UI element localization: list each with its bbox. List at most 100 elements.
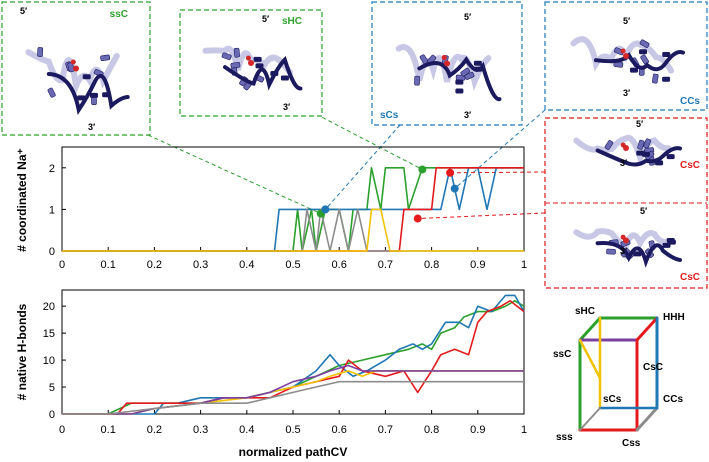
- rna-base-dark: [629, 67, 638, 73]
- three-prime-label: 3′: [620, 158, 627, 168]
- y-tick-label: 0: [49, 246, 55, 258]
- y-tick-label: 1: [49, 204, 55, 216]
- cube-label: sHC: [575, 306, 595, 317]
- x-tick-label: 0.3: [193, 424, 208, 436]
- five-prime-label: 5′: [636, 119, 643, 129]
- cube-edge-red: [635, 316, 659, 342]
- cube-label: sCs: [603, 394, 622, 405]
- y-tick-label: 2: [49, 163, 55, 175]
- rna-base: [67, 62, 75, 73]
- series-line-red: [62, 167, 524, 252]
- na-series: [62, 167, 524, 252]
- na-ion: [623, 53, 629, 59]
- x-tick-label: 0.9: [470, 259, 485, 271]
- x-tick-label: 0: [59, 259, 65, 271]
- three-prime-label: 3′: [464, 110, 471, 120]
- rna-base-dark: [473, 60, 482, 66]
- state-marker-green: [418, 165, 427, 174]
- rna-base-dark: [253, 56, 262, 62]
- connector-blue: [454, 109, 546, 189]
- x-tick-label: 1: [521, 424, 527, 436]
- rna-base-dark: [666, 154, 675, 160]
- rna-base-dark: [82, 74, 91, 80]
- rna-base: [464, 71, 475, 80]
- rna-strand-dark: [594, 50, 685, 72]
- connector-red: [450, 171, 546, 174]
- series-line-blue: [62, 294, 525, 415]
- three-prime-label: 3′: [88, 122, 95, 132]
- x-tick-label: 0.8: [424, 424, 439, 436]
- x-tick-label: 0.1: [101, 424, 116, 436]
- y-tick-label: 20: [43, 301, 55, 313]
- rna-base-dark: [455, 79, 464, 85]
- na-ion: [245, 55, 251, 61]
- y-tick-label: 0: [49, 409, 55, 421]
- rna-base-dark: [280, 75, 289, 81]
- rna-base-dark: [667, 239, 676, 245]
- panel-CCs: CCs 5′ 3′: [544, 1, 708, 111]
- panel-label: CsC: [680, 160, 700, 171]
- y-tick-label: 5: [49, 382, 55, 394]
- three-prime-label: 3′: [620, 246, 627, 256]
- rna-base-dark: [77, 95, 86, 101]
- na-ion: [444, 60, 450, 67]
- panel-label: ssC: [110, 9, 128, 20]
- x-tick-label: 0.5: [285, 424, 300, 436]
- series-line-blue: [62, 167, 524, 252]
- cube-label: sss: [556, 432, 573, 443]
- rna-base: [37, 47, 44, 57]
- cube-edge-gray: [635, 406, 659, 432]
- na-coordination-chart: 0 0.1 0.2 0.3 0.4 0.5 0.6 0.7 0.8 0.9 1 0 1 2 # coord…: [15, 146, 527, 271]
- na-ion: [70, 59, 76, 65]
- rna-base: [230, 62, 241, 69]
- panel-CsC: CsC 5′ 3′ 5′ 3′ CsC: [544, 117, 708, 289]
- five-prime-label: 5′: [20, 6, 27, 16]
- structure-panels: ssC5′3′sHC5′3′sCs5′3′CCs5′3′CsC5′3′5′3′C…: [1, 1, 708, 289]
- rna-base: [47, 87, 56, 98]
- panel-sCs: sCs 5′ 3′: [371, 1, 523, 126]
- series-line-yellow: [62, 208, 524, 252]
- connector-blue: [324, 124, 401, 210]
- cube-label: Css: [622, 438, 641, 449]
- x-tick-label: 1: [521, 259, 527, 271]
- rna-strand-light: [573, 134, 672, 167]
- series-line-red: [62, 300, 525, 415]
- na-ion: [441, 55, 447, 61]
- rna-base: [637, 139, 645, 150]
- panel-label: CCs: [680, 96, 700, 107]
- series-line-green: [62, 300, 525, 415]
- state-marker-blue: [450, 184, 459, 193]
- na-ion: [620, 234, 626, 240]
- rna-base: [639, 39, 650, 48]
- x-tick-label: 0: [59, 424, 65, 436]
- cube-label: CsC: [643, 362, 663, 373]
- panel-sHC: sHC 5′ 3′: [179, 9, 323, 117]
- rna-base: [604, 140, 614, 150]
- x-axis-label: normalized pathCV: [239, 445, 348, 459]
- connector-green: [284, 97, 423, 170]
- cube-edge-gray: [579, 407, 601, 431]
- rna-base-dark: [633, 251, 642, 257]
- rna-base: [233, 47, 240, 58]
- na-ion: [73, 65, 79, 72]
- y-tick-label: 15: [43, 328, 55, 340]
- x-tick-label: 0.3: [193, 259, 208, 271]
- three-prime-label: 3′: [623, 88, 630, 98]
- rna-strand-dark: [417, 55, 502, 102]
- x-tick-label: 0.2: [147, 259, 162, 271]
- na-y-axis-label: # coordinated Na⁺: [15, 148, 29, 252]
- x-tick-label: 0.7: [378, 424, 393, 436]
- rna-base: [652, 73, 659, 84]
- rna-base: [414, 75, 420, 86]
- connector-green: [147, 134, 321, 215]
- rna-base-dark: [662, 76, 671, 82]
- na-ion: [248, 60, 254, 66]
- rna-strand-dark: [595, 146, 682, 167]
- rna-base-dark: [639, 49, 648, 55]
- x-tick-label: 0.4: [239, 259, 254, 271]
- rna-base-dark: [662, 52, 671, 58]
- na-ion: [620, 142, 626, 148]
